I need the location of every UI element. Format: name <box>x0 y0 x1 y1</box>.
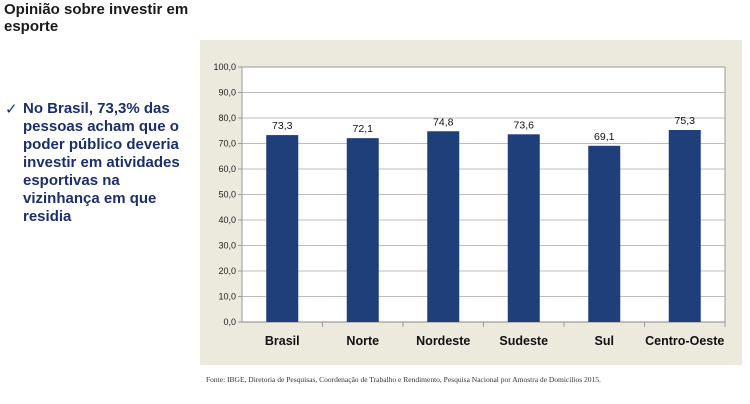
data-label: 73,6 <box>514 119 535 131</box>
x-tick-label: Sul <box>595 334 614 348</box>
y-tick-label: 90,0 <box>218 88 236 98</box>
x-tick-label: Sudeste <box>499 334 548 348</box>
slide-title: Opinião sobre investir em esporte <box>4 1 189 35</box>
y-tick-label: 80,0 <box>218 113 236 123</box>
y-tick-label: 70,0 <box>218 139 236 149</box>
bar <box>507 134 540 322</box>
bullet-text: No Brasil, 73,3% das pessoas acham que o… <box>23 100 180 225</box>
data-label: 69,1 <box>594 131 615 143</box>
data-label: 75,3 <box>675 115 696 127</box>
data-label: 72,1 <box>353 123 374 135</box>
bar <box>427 131 460 322</box>
check-icon: ✓ <box>5 100 18 118</box>
data-label: 74,8 <box>433 116 454 128</box>
bar <box>668 129 701 322</box>
y-tick-label: 20,0 <box>218 266 236 276</box>
x-tick-label: Norte <box>346 334 379 348</box>
data-label: 73,3 <box>272 120 293 132</box>
y-tick-label: 60,0 <box>218 164 236 174</box>
bullet-point: ✓ No Brasil, 73,3% das pessoas acham que… <box>5 100 195 226</box>
x-tick-label: Centro-Oeste <box>645 334 724 348</box>
source-note: Fonte: IBGE, Diretoria de Pesquisas, Coo… <box>206 375 601 384</box>
y-tick-label: 0,0 <box>223 317 236 327</box>
y-tick-label: 100,0 <box>213 62 236 72</box>
chart-panel: 0,0 10,0 20,0 30,0 40,0 50,0 60,0 70,0 80,0 90,0 1… <box>200 40 742 365</box>
y-tick-label: 50,0 <box>218 190 236 200</box>
x-tick-label: Brasil <box>265 334 300 348</box>
bar-chart: 0,0 10,0 20,0 30,0 40,0 50,0 60,0 70,0 80,0 90,0 1… <box>213 62 726 348</box>
y-tick-label: 10,0 <box>218 292 236 302</box>
y-tick-label: 40,0 <box>218 215 236 225</box>
bar <box>346 138 379 322</box>
x-tick-label: Nordeste <box>416 334 470 348</box>
bar <box>588 145 621 322</box>
bar <box>266 135 299 322</box>
y-tick-label: 30,0 <box>218 241 236 251</box>
